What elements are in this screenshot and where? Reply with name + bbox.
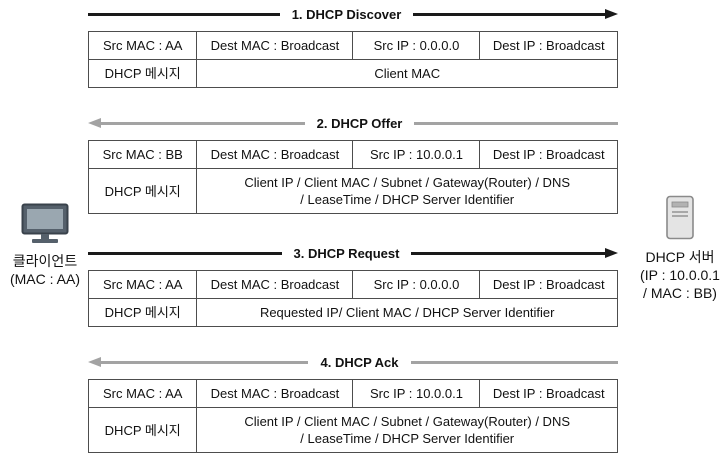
arrowhead-left-icon [88,357,101,367]
dest-ip-cell: Dest IP : Broadcast [479,31,618,60]
dest-ip-cell: Dest IP : Broadcast [479,379,618,408]
src-mac-cell: Src MAC : AA [87,379,198,408]
arrow-label: 3. DHCP Request [293,245,400,261]
dest-mac-cell: Dest MAC : Broadcast [196,140,354,169]
dhcp-message-label-cell: DHCP 메시지 [87,298,198,327]
arrow-label: 4. DHCP Ack [320,354,399,370]
client-mac: (MAC : AA) [9,271,80,287]
arrow-line [101,360,309,364]
dhcp-ack-arrow: 4. DHCP Ack [88,354,619,370]
server-ip: (IP : 10.0.0.1 [640,267,720,283]
server-mac: / MAC : BB) [643,285,717,301]
arrow-line [88,12,280,16]
dhcp-message-label-cell: DHCP 메시지 [87,407,198,453]
dhcp-request-arrow: 3. DHCP Request [88,245,618,261]
client-computer-icon [21,203,69,243]
step-dhcp-request: 3. DHCP Request Src MAC : AA Dest MAC : … [87,245,618,327]
src-ip-cell: Src IP : 0.0.0.0 [352,270,481,299]
src-mac-cell: Src MAC : BB [87,140,198,169]
dest-ip-cell: Dest IP : Broadcast [479,270,618,299]
step-dhcp-ack: 4. DHCP Ack Src MAC : AA Dest MAC : Broa… [87,354,619,453]
dest-mac-cell: Dest MAC : Broadcast [196,31,354,60]
packet-table: Src MAC : AA Dest MAC : Broadcast Src IP… [87,379,618,453]
packet-table: Src MAC : BB Dest MAC : Broadcast Src IP… [87,140,618,214]
client-endpoint: 클라이언트 (MAC : AA) [4,203,86,288]
dhcp-message-label-cell: DHCP 메시지 [87,59,198,88]
dhcp-message-value-cell: Client IP / Client MAC / Subnet / Gatewa… [196,407,618,453]
arrow-line [410,360,619,364]
dhcp-message-value-cell: Client MAC [196,59,618,88]
src-ip-cell: Src IP : 0.0.0.0 [352,31,481,60]
step-dhcp-offer: 2. DHCP Offer Src MAC : BB Dest MAC : Br… [87,115,619,214]
server-endpoint: DHCP 서버 (IP : 10.0.0.1 / MAC : BB) [640,195,720,302]
arrowhead-left-icon [88,118,101,128]
arrowhead-right-icon [605,248,618,258]
arrow-line [413,12,605,16]
src-ip-cell: Src IP : 10.0.0.1 [352,140,481,169]
dest-mac-cell: Dest MAC : Broadcast [196,379,354,408]
arrow-line [411,251,605,255]
step-dhcp-discover: 1. DHCP Discover Src MAC : AA Dest MAC :… [87,6,618,88]
dhcp-discover-arrow: 1. DHCP Discover [88,6,618,22]
dhcp-message-label-cell: DHCP 메시지 [87,168,198,214]
arrow-label: 1. DHCP Discover [291,6,402,22]
dest-ip-cell: Dest IP : Broadcast [479,140,618,169]
dest-mac-cell: Dest MAC : Broadcast [196,270,354,299]
arrow-line [414,121,619,125]
arrow-line [101,121,305,125]
arrowhead-right-icon [605,9,618,19]
server-name: DHCP 서버 [645,249,715,265]
dhcp-message-value-cell: Requested IP/ Client MAC / DHCP Server I… [196,298,618,327]
client-name: 클라이언트 [12,253,78,269]
src-ip-cell: Src IP : 10.0.0.1 [352,379,481,408]
dhcp-offer-arrow: 2. DHCP Offer [88,115,619,131]
arrow-line [88,251,282,255]
dhcp-server-icon [666,195,694,240]
arrow-label: 2. DHCP Offer [316,115,403,131]
packet-table: Src MAC : AA Dest MAC : Broadcast Src IP… [87,270,618,327]
src-mac-cell: Src MAC : AA [87,31,198,60]
dhcp-message-value-cell: Client IP / Client MAC / Subnet / Gatewa… [196,168,618,214]
packet-table: Src MAC : AA Dest MAC : Broadcast Src IP… [87,31,618,88]
src-mac-cell: Src MAC : AA [87,270,198,299]
